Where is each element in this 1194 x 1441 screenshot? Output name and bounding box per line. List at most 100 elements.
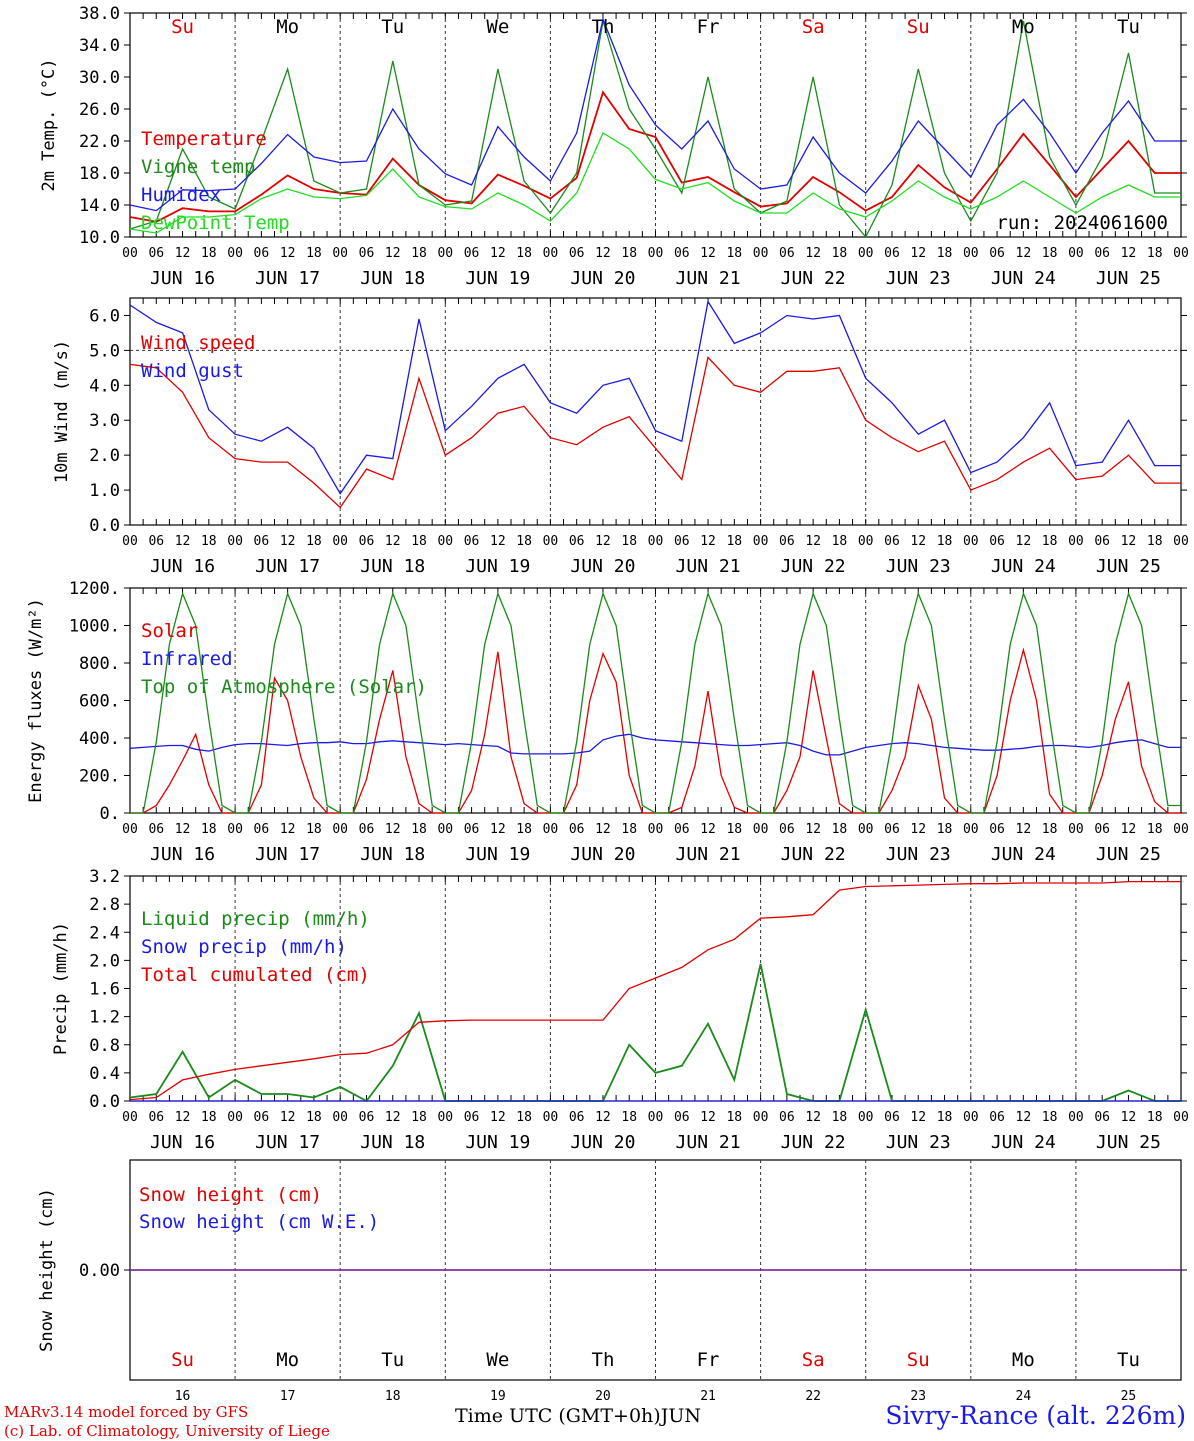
hour-label: 18 (201, 822, 217, 837)
date-label: JUN 19 (465, 844, 530, 865)
hour-label: 12 (910, 534, 926, 549)
date-label: JUN 21 (676, 556, 741, 577)
hour-label: 00 (1173, 822, 1189, 837)
hour-label: 00 (1068, 534, 1084, 549)
day-name-bottom: Sa (802, 1349, 825, 1371)
y-axis-label: 2m Temp. (°C) (39, 58, 59, 191)
day-number: 22 (805, 1389, 821, 1404)
date-label: JUN 23 (886, 268, 951, 289)
model-credit: MARv3.14 model forced by GFS (4, 1403, 249, 1421)
hour-label: 00 (332, 246, 348, 261)
hour-label: 00 (753, 822, 769, 837)
series-line (129, 880, 1181, 1101)
hour-label: 12 (700, 534, 716, 549)
hour-label: 18 (726, 822, 742, 837)
legend-entry: Snow height (cm) (139, 1184, 322, 1206)
date-label: JUN 22 (781, 556, 846, 577)
hour-label: 06 (884, 1110, 900, 1125)
hour-label: 12 (280, 534, 296, 549)
hour-label: 06 (779, 534, 795, 549)
series-line (130, 591, 1181, 814)
series-line (129, 356, 1181, 509)
hour-label: 00 (648, 822, 664, 837)
hour-label: 00 (437, 1110, 453, 1125)
y-tick-label: 800. (79, 654, 120, 674)
hour-label: 06 (569, 246, 585, 261)
hour-label: 12 (805, 822, 821, 837)
day-name-bottom: Su (907, 1349, 930, 1371)
hour-label: 18 (937, 246, 953, 261)
hour-label: 12 (1121, 534, 1137, 549)
hour-label: 18 (201, 246, 217, 261)
hour-label: 00 (1173, 534, 1189, 549)
hour-label: 12 (1016, 534, 1032, 549)
hour-label: 00 (858, 246, 874, 261)
hour-label: 12 (1121, 1110, 1137, 1125)
date-label: JUN 18 (360, 268, 425, 289)
hour-label: 00 (543, 822, 559, 837)
hour-label: 00 (858, 822, 874, 837)
hour-label: 18 (1042, 822, 1058, 837)
legend-entry: DewPoint Temp (141, 212, 290, 234)
panel-5: 0.00 Snow height (cm) Snow height (cm) Snow… (37, 1159, 1187, 1381)
day-name-bottom: We (486, 1349, 509, 1371)
day-name-bottom: Tu (381, 1349, 404, 1371)
hour-label: 06 (464, 246, 480, 261)
date-label: JUN 20 (570, 268, 635, 289)
legend-entry: Liquid precip (mm/h) (141, 908, 370, 930)
y-axis-label: Energy fluxes (W/m²) (26, 598, 46, 803)
y-tick-label: 38.0 (79, 4, 120, 24)
hour-label: 00 (963, 534, 979, 549)
hour-label: 06 (569, 1110, 585, 1125)
day-name-top: Sa (802, 16, 825, 38)
hour-label: 12 (280, 1110, 296, 1125)
hour-label: 12 (595, 822, 611, 837)
hour-label: 06 (254, 1110, 270, 1125)
day-name-top: Su (171, 16, 194, 38)
day-name-top: We (486, 16, 509, 38)
hour-label: 18 (1147, 534, 1163, 549)
date-label: JUN 18 (360, 556, 425, 577)
hour-label: 06 (884, 822, 900, 837)
hour-label: 12 (910, 1110, 926, 1125)
hour-label: 06 (989, 534, 1005, 549)
time-axis-label: Time UTC (GMT+0h)JUN (455, 1405, 701, 1427)
y-tick-label: 0.8 (89, 1036, 120, 1056)
date-label: JUN 21 (676, 1132, 741, 1153)
day-number: 23 (910, 1389, 926, 1404)
hour-label: 06 (779, 822, 795, 837)
legend-entry: Snow precip (mm/h) (141, 936, 347, 958)
hour-label: 06 (674, 1110, 690, 1125)
date-label: JUN 16 (150, 556, 215, 577)
hour-label: 00 (963, 1110, 979, 1125)
hour-label: 00 (122, 246, 138, 261)
hour-label: 12 (385, 1110, 401, 1125)
hour-label: 12 (1016, 246, 1032, 261)
date-label: JUN 20 (570, 1132, 635, 1153)
date-label: JUN 18 (360, 1132, 425, 1153)
y-tick-label: 2.0 (89, 446, 120, 466)
y-tick-label: 2.4 (89, 923, 120, 943)
hour-label: 00 (753, 534, 769, 549)
hour-label: 00 (122, 822, 138, 837)
hour-label: 06 (989, 1110, 1005, 1125)
hour-label: 06 (989, 246, 1005, 261)
panel-3: 0. 200. 400. 600. 800. 1000. 1200. 00 06 12 18 JUN … (26, 579, 1189, 865)
hour-label: 18 (832, 822, 848, 837)
hour-label: 00 (227, 534, 243, 549)
hour-label: 12 (385, 822, 401, 837)
y-axis-label: Snow height (cm) (37, 1188, 57, 1352)
y-tick-label: 1.2 (89, 1008, 120, 1028)
hour-label: 18 (726, 246, 742, 261)
hour-label: 18 (621, 1110, 637, 1125)
hour-label: 00 (1068, 246, 1084, 261)
day-number: 24 (1016, 1389, 1032, 1404)
date-label: JUN 25 (1096, 844, 1161, 865)
series-line (129, 90, 1181, 223)
date-label: JUN 19 (465, 1132, 530, 1153)
hour-label: 12 (175, 246, 191, 261)
hour-label: 12 (175, 822, 191, 837)
hour-label: 06 (779, 246, 795, 261)
y-tick-label: 4.0 (89, 376, 120, 396)
hour-label: 06 (359, 1110, 375, 1125)
